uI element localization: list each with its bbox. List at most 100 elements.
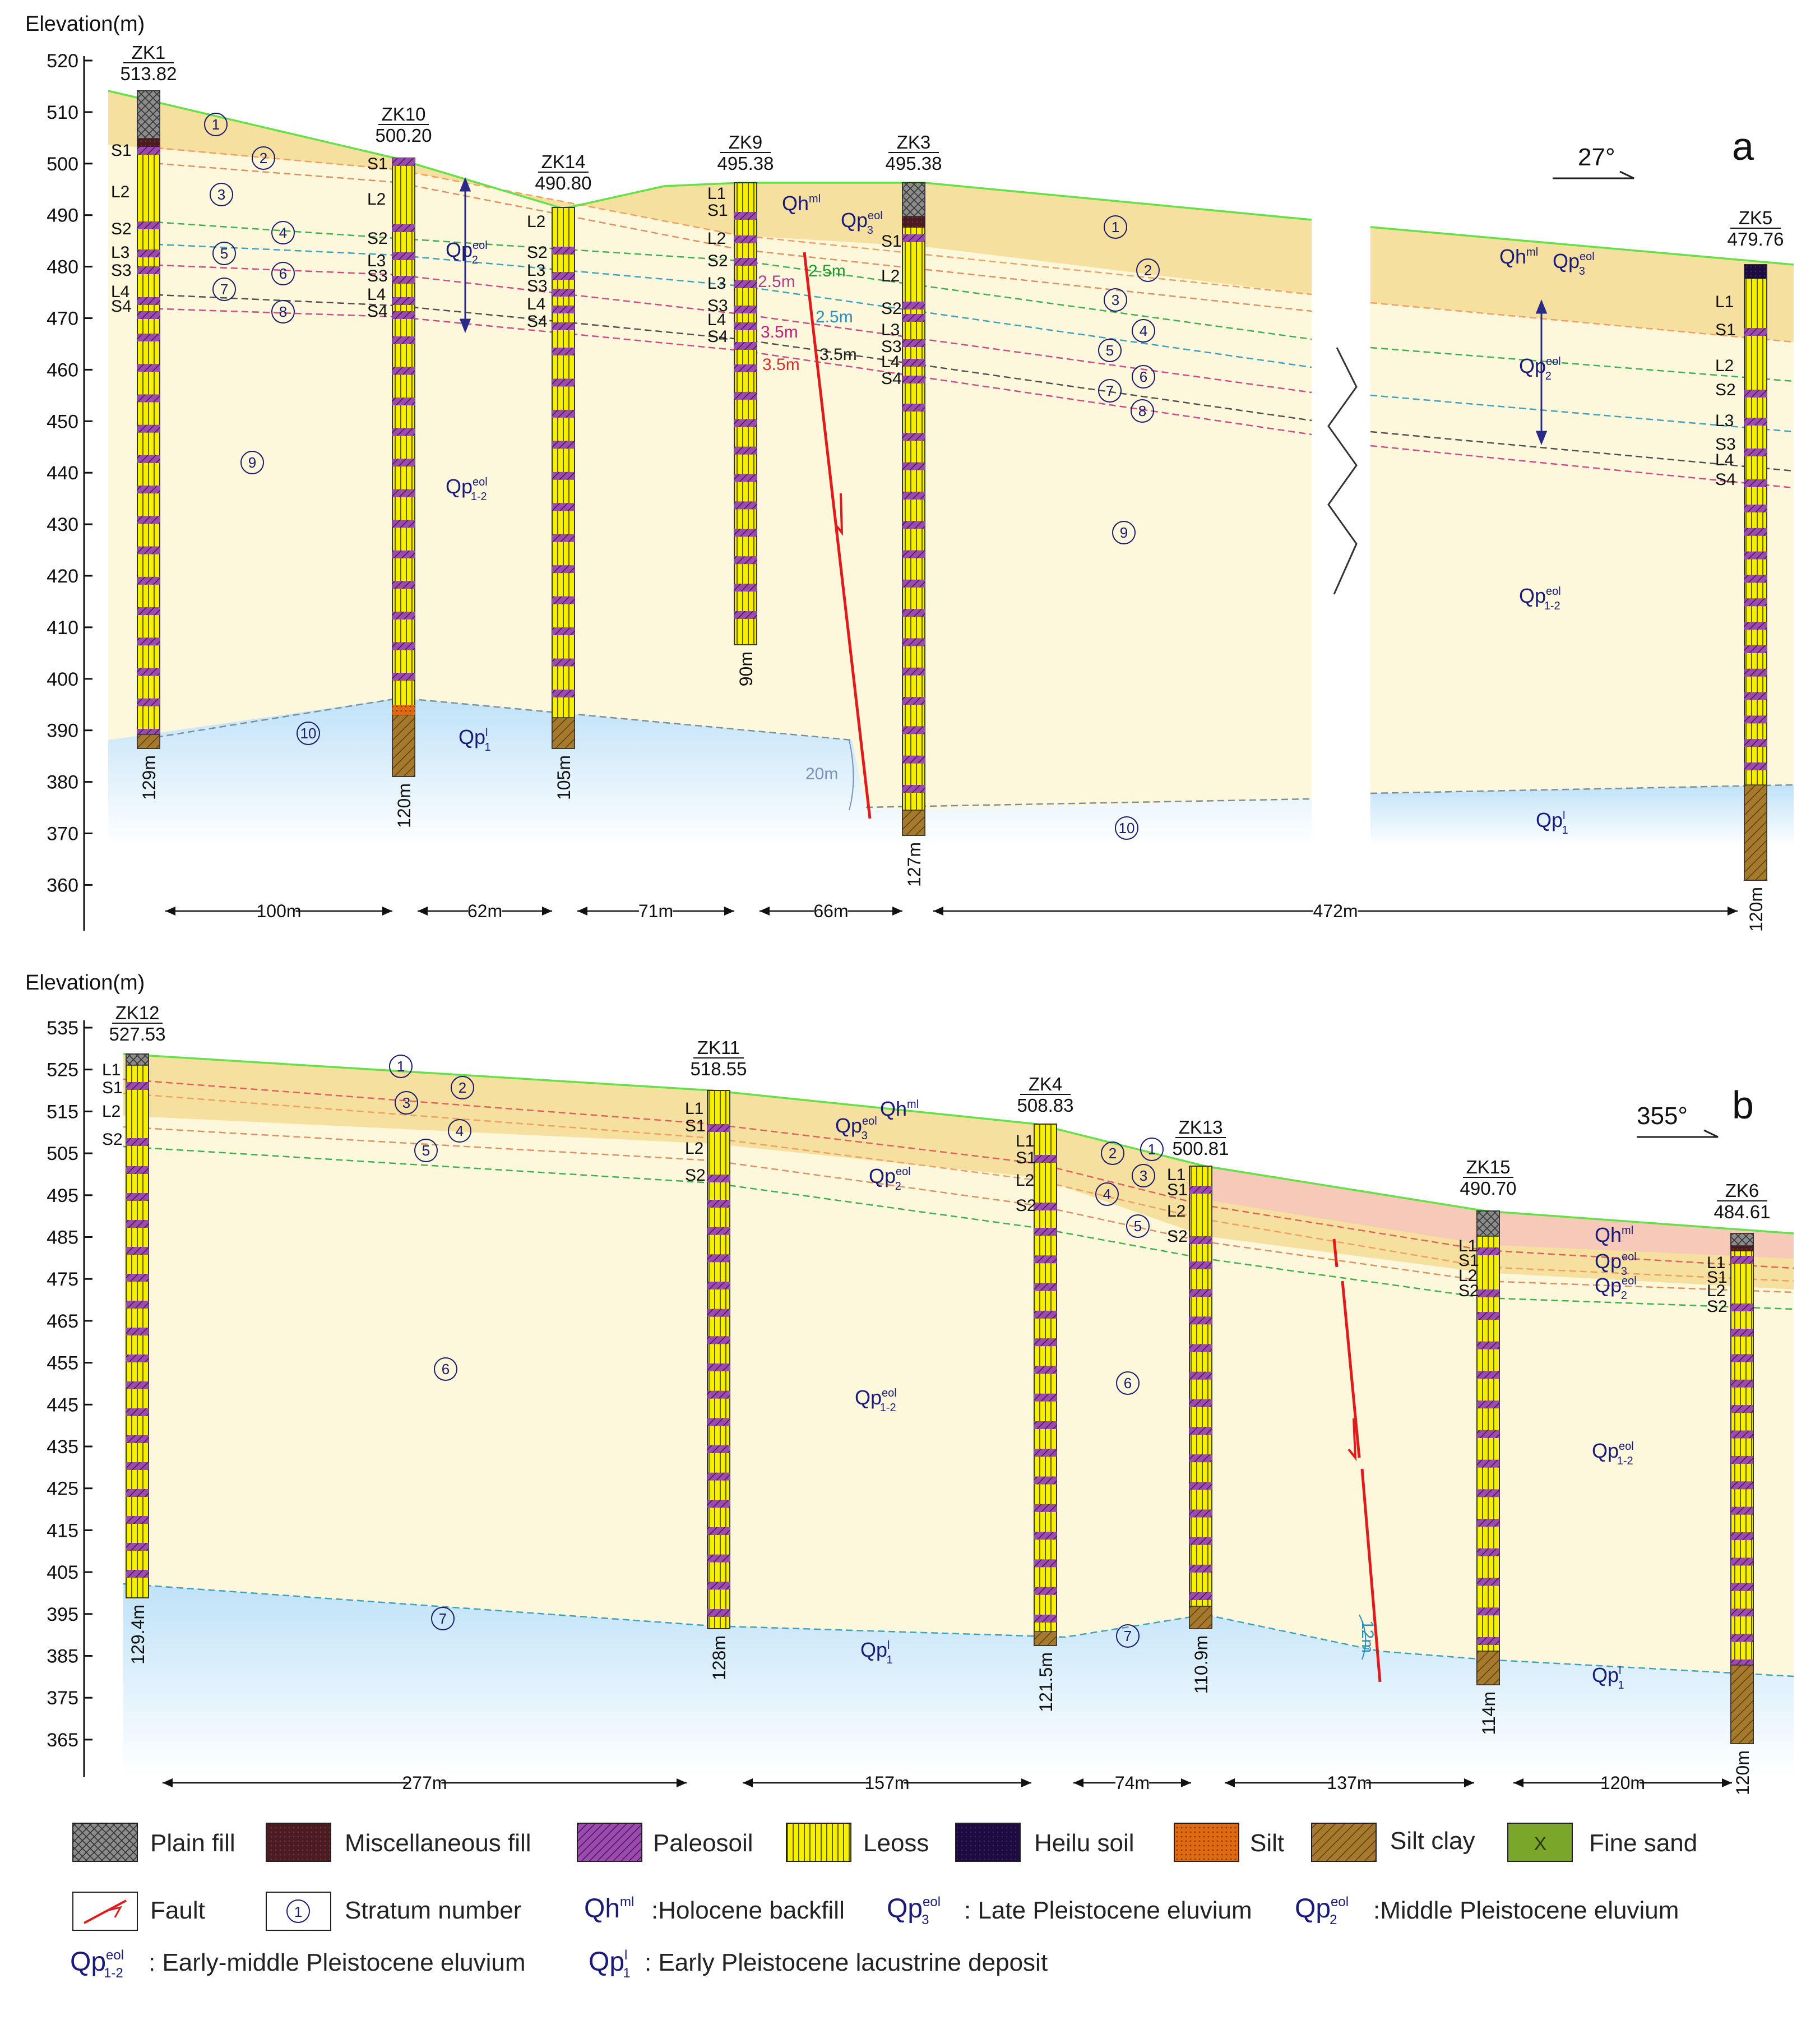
- borehole-paleosol-band: [1034, 1366, 1057, 1374]
- stratum-number-marker: 6: [434, 1357, 457, 1381]
- svg-text:S2: S2: [707, 252, 728, 270]
- svg-text:7: 7: [220, 281, 228, 298]
- svg-text:L2: L2: [1707, 1282, 1725, 1300]
- borehole-paleosol-band: [552, 306, 575, 313]
- borehole-paleosol-band: [552, 472, 575, 480]
- borehole-paleosol-band: [1034, 1155, 1057, 1163]
- borehole-paleosol-band: [734, 611, 757, 619]
- borehole-paleosol-band: [1477, 1289, 1499, 1297]
- borehole-paleosol-band: [1034, 1228, 1057, 1236]
- borehole-paleosol-band: [1034, 1421, 1057, 1429]
- borehole-paleosol-band: [734, 322, 757, 330]
- borehole-paleosol-band: [137, 637, 160, 646]
- svg-text:L2: L2: [1016, 1171, 1034, 1190]
- borehole-paleosol-band: [126, 1166, 149, 1174]
- borehole-paleosol-band: [1744, 449, 1767, 456]
- borehole-paleosol-band: [1034, 1559, 1057, 1568]
- panel-a-azimuth: 27°: [1578, 144, 1615, 171]
- borehole-paleosol-band: [1034, 1615, 1057, 1623]
- borehole-name: ZK14: [541, 151, 586, 172]
- svg-text:L1: L1: [707, 184, 726, 203]
- svg-text:7: 7: [1106, 382, 1114, 399]
- stratum-number-marker: 5: [1126, 1214, 1150, 1238]
- stratum-number-marker: 7: [212, 278, 236, 301]
- svg-text:S1: S1: [102, 1079, 123, 1097]
- borehole-paleosol-band: [1731, 1329, 1753, 1337]
- stratum-number-marker: 4: [1132, 319, 1155, 343]
- panel-a-right-body: [1370, 227, 1794, 793]
- borehole-paleosol-band: [1034, 1504, 1057, 1512]
- stratum-number-marker: 8: [271, 300, 295, 323]
- borehole-paleosol-band: [1744, 575, 1767, 583]
- borehole-paleosol-band: [1744, 668, 1767, 677]
- borehole-paleosol-band: [707, 1336, 730, 1344]
- borehole-paleosol-band: [1744, 551, 1767, 560]
- svg-text:L3: L3: [707, 274, 726, 293]
- stratum-number-marker: 3: [210, 183, 233, 206]
- borehole-paleosol-band: [902, 376, 925, 383]
- borehole-paleosol-band: [902, 579, 925, 588]
- borehole-paleosol-band: [552, 596, 575, 604]
- borehole-paleosol-band: [734, 556, 757, 565]
- svg-text:157m: 157m: [864, 1773, 909, 1793]
- borehole-paleosol-band: [707, 1500, 730, 1508]
- borehole-silt-clay: [392, 714, 415, 777]
- svg-text:S1: S1: [1016, 1149, 1036, 1167]
- stratum-number-marker: 6: [271, 262, 295, 285]
- borehole-fill-layer: [137, 90, 160, 139]
- borehole-fill-layer: [1476, 1210, 1500, 1237]
- borehole-paleosol-band: [137, 364, 160, 372]
- svg-text:S1: S1: [881, 232, 902, 251]
- borehole-paleosol-band: [137, 221, 160, 229]
- borehole-paleosol-band: [707, 1418, 730, 1426]
- svg-text:9: 9: [248, 454, 256, 471]
- panel-b-strata-labels: L1 S1 L2 S2 L1 S1 L2 S2 L1 S1 L2 S2 L1 S…: [102, 1061, 1728, 1316]
- borehole-paleosol-band: [137, 249, 160, 257]
- legend-fault: Fault: [72, 1892, 205, 1931]
- borehole-paleosol-band: [126, 1489, 149, 1497]
- panel-b-y-tick-label: 535: [47, 1018, 78, 1039]
- borehole-paleosol-band: [137, 311, 160, 319]
- borehole-paleosol-band: [734, 584, 757, 592]
- panel-a-y-tick-label: 380: [47, 772, 78, 793]
- stratum-number-marker: 9: [240, 451, 264, 474]
- svg-text:2.5m: 2.5m: [758, 272, 795, 291]
- svg-text:L4: L4: [707, 311, 726, 329]
- legend-miscellaneous-fill: Miscellaneous fill: [266, 1823, 531, 1862]
- borehole-paleosol-band: [1477, 1459, 1499, 1468]
- borehole-paleosol-band: [126, 1220, 149, 1228]
- borehole-paleosol-band: [1731, 1481, 1753, 1490]
- svg-text:S1: S1: [1167, 1181, 1188, 1199]
- borehole-misc-fill: [1731, 1246, 1753, 1251]
- borehole-paleosol-band: [126, 1381, 149, 1389]
- borehole-paleosol-band: [707, 1227, 730, 1235]
- panel-b-stratum-numbers: 1 2 3 4 5 6 7 1 2 3 4 5 6 7: [389, 1055, 1164, 1648]
- borehole-paleosol-band: [552, 503, 575, 511]
- borehole-paleosol-band: [707, 1175, 730, 1182]
- panel-b-unit-labels: Qpeol 3 Qhml Qpeol 2 Qpeol 1-2 Qpl 1 Qhml Qp…: [835, 1097, 1637, 1691]
- panel-b-y-tick-label: 485: [47, 1227, 78, 1249]
- borehole-elevation: 500.81: [1173, 1138, 1229, 1159]
- panel-b-lacustrine-zone: [123, 1584, 1794, 1777]
- borehole-paleosol-band: [734, 529, 757, 537]
- borehole-paleosol-band: [734, 258, 757, 266]
- stratum-number-marker: 2: [1101, 1141, 1124, 1165]
- svg-text:S4: S4: [1715, 470, 1736, 489]
- borehole-paleosol-band: [734, 391, 757, 400]
- borehole-paleosol-band: [552, 289, 575, 297]
- svg-text:1: 1: [294, 1903, 302, 1920]
- borehole-paleosol-band: [552, 322, 575, 330]
- svg-text:L4: L4: [527, 295, 545, 313]
- stratum-number-marker: 9: [1112, 521, 1136, 544]
- svg-text:2: 2: [260, 150, 267, 167]
- borehole-paleosol-band: [1189, 1371, 1212, 1380]
- svg-text:S2: S2: [1016, 1196, 1036, 1215]
- borehole-paleosol-band: [1744, 418, 1767, 426]
- svg-text:Leoss: Leoss: [863, 1829, 929, 1857]
